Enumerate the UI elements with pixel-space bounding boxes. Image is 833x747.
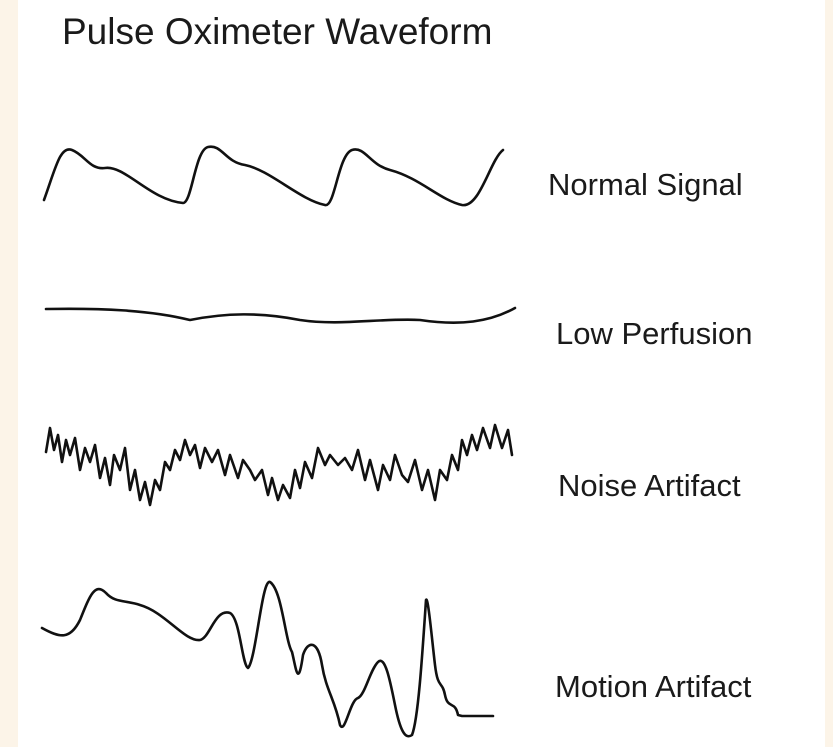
waveform-label: Low Perfusion: [556, 316, 752, 351]
waveform-label: Normal Signal: [548, 167, 743, 202]
title: Pulse Oximeter Waveform: [62, 11, 492, 52]
motion-artifact-wave: [40, 580, 495, 738]
noise-artifact-wave: [44, 423, 514, 507]
low-perfusion-wave: [44, 306, 517, 324]
normal-signal-wave: [42, 145, 505, 207]
waveform-label: Noise Artifact: [558, 468, 741, 503]
waveform-label: Motion Artifact: [555, 669, 752, 704]
panel: [18, 0, 825, 747]
